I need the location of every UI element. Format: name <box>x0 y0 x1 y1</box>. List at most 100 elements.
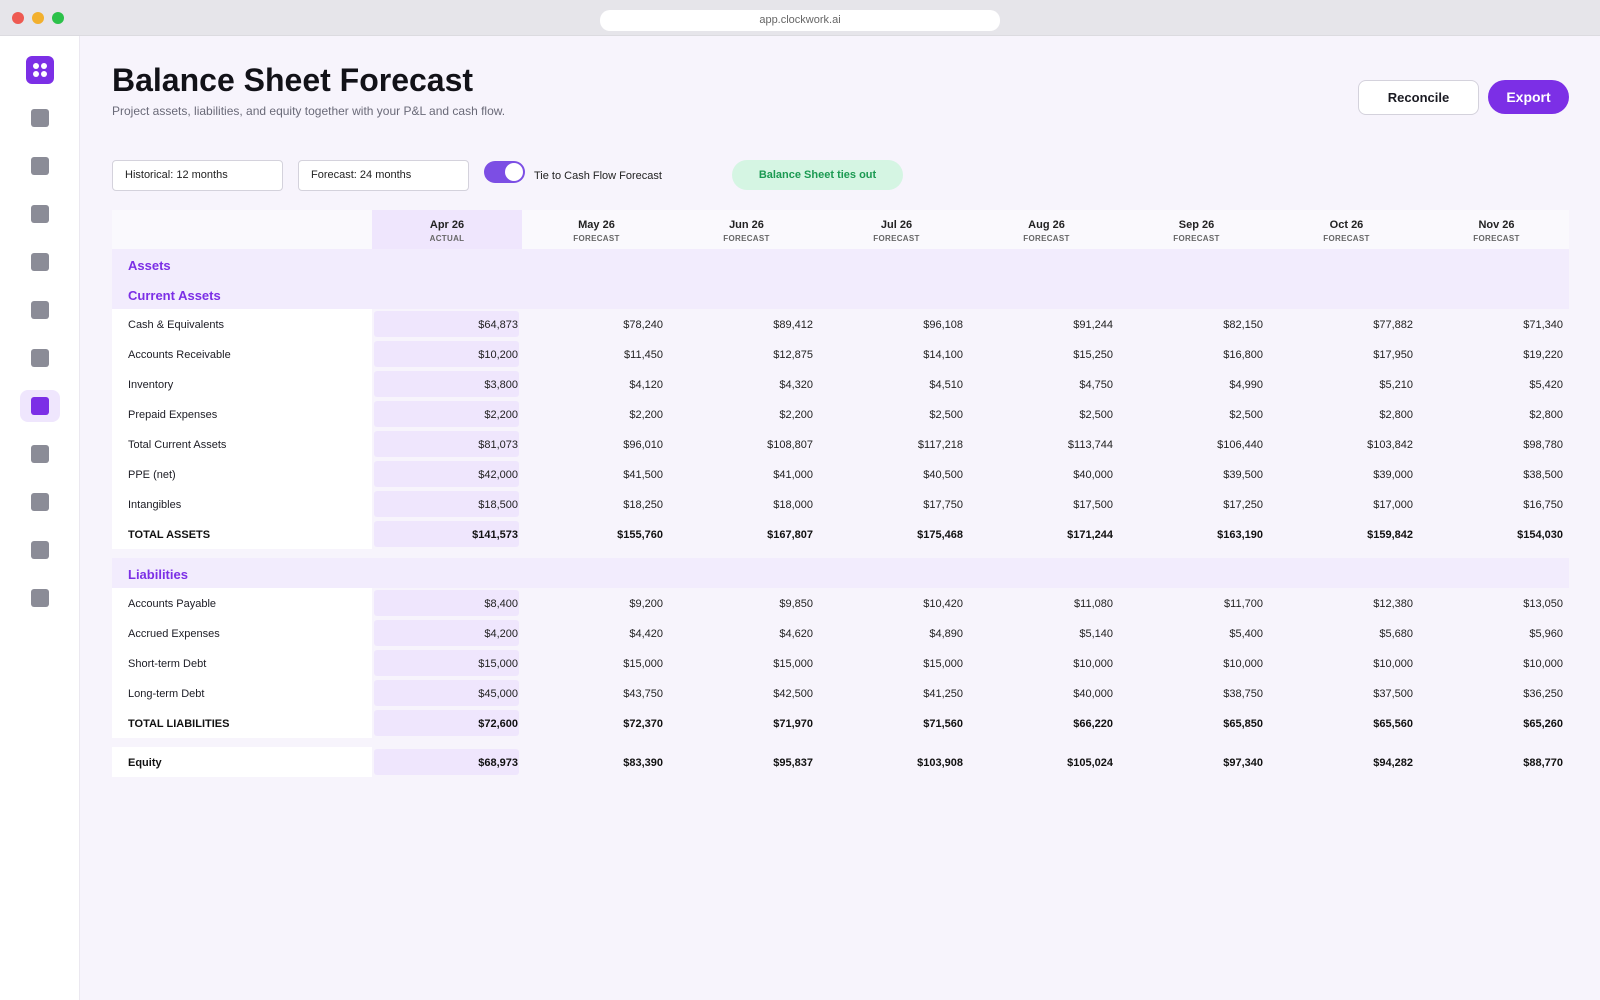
section-row-liabilities[interactable]: Liabilities <box>112 558 1569 588</box>
url-bar[interactable]: app.clockwork.ai <box>600 10 1000 31</box>
table-cell[interactable]: $15,000 <box>623 658 663 670</box>
sidebar-item-6[interactable] <box>20 342 60 374</box>
table-row[interactable]: Accounts Receivable $10,200 $11,450 $12,875… <box>112 339 1569 369</box>
table-cell[interactable]: $41,500 <box>623 469 663 481</box>
table-cell[interactable]: $11,080 <box>1074 598 1113 610</box>
table-cell[interactable]: $37,500 <box>1373 688 1413 700</box>
table-cell[interactable]: $38,750 <box>1223 688 1263 700</box>
app-logo-icon[interactable] <box>26 56 54 84</box>
table-cell[interactable]: $11,450 <box>624 349 663 361</box>
table-cell[interactable]: $154,030 <box>1517 529 1563 541</box>
table-cell[interactable]: $10,200 <box>478 349 518 361</box>
sidebar-item-4[interactable] <box>20 246 60 278</box>
table-cell[interactable]: $17,500 <box>1073 499 1113 511</box>
table-cell[interactable]: $2,500 <box>929 409 963 421</box>
table-cell[interactable]: $68,973 <box>478 757 518 769</box>
table-cell[interactable]: $2,800 <box>1529 409 1563 421</box>
table-row[interactable]: Accrued Expenses $4,200 $4,420 $4,620 $4,890… <box>112 618 1569 648</box>
table-row[interactable]: Equity $68,973 $83,390 $95,837 $103,908 $105,… <box>112 747 1569 777</box>
table-cell[interactable]: $4,120 <box>629 379 663 391</box>
table-cell[interactable]: $4,200 <box>484 628 518 640</box>
table-cell[interactable]: $106,440 <box>1217 439 1263 451</box>
table-row[interactable]: Total Current Assets $81,073 $96,010 $108,8… <box>112 429 1569 459</box>
table-row[interactable]: Long-term Debt $45,000 $43,750 $42,500 $41,2… <box>112 678 1569 708</box>
sidebar-item-8[interactable] <box>20 438 60 470</box>
table-cell[interactable]: $4,420 <box>629 628 663 640</box>
close-window-button[interactable] <box>12 12 24 24</box>
table-cell[interactable]: $19,220 <box>1523 349 1563 361</box>
column-header[interactable]: Jul 26 FORECAST <box>822 210 971 249</box>
section-row-current-assets[interactable]: Current Assets <box>112 279 1569 309</box>
table-cell[interactable]: $42,000 <box>478 469 518 481</box>
table-cell[interactable]: $10,420 <box>923 598 963 610</box>
table-cell[interactable]: $103,908 <box>917 757 963 769</box>
table-cell[interactable]: $2,200 <box>629 409 663 421</box>
table-cell[interactable]: $9,850 <box>779 598 813 610</box>
table-row[interactable]: Accounts Payable $8,400 $9,200 $9,850 $10,42… <box>112 588 1569 618</box>
table-cell[interactable]: $113,744 <box>1067 439 1113 451</box>
table-cell[interactable]: $15,250 <box>1073 349 1113 361</box>
table-cell[interactable]: $17,950 <box>1373 349 1413 361</box>
sidebar-item-5[interactable] <box>20 294 60 326</box>
table-cell[interactable]: $36,250 <box>1523 688 1563 700</box>
table-cell[interactable]: $16,750 <box>1523 499 1563 511</box>
table-cell[interactable]: $17,250 <box>1223 499 1263 511</box>
table-cell[interactable]: $4,510 <box>929 379 963 391</box>
table-cell[interactable]: $10,000 <box>1373 658 1413 670</box>
column-header[interactable]: Aug 26 FORECAST <box>972 210 1121 249</box>
table-cell[interactable]: $14,100 <box>923 349 963 361</box>
table-cell[interactable]: $42,500 <box>773 688 813 700</box>
table-cell[interactable]: $38,500 <box>1523 469 1563 481</box>
table-row[interactable]: TOTAL ASSETS $141,573 $155,760 $167,807 $175… <box>112 519 1569 549</box>
table-cell[interactable]: $89,412 <box>773 319 813 331</box>
table-cell[interactable]: $17,000 <box>1373 499 1413 511</box>
forecast-period-select[interactable]: Forecast: 24 months <box>298 160 469 191</box>
table-cell[interactable]: $39,000 <box>1373 469 1413 481</box>
table-cell[interactable]: $163,190 <box>1217 529 1263 541</box>
column-header[interactable]: Oct 26 FORECAST <box>1272 210 1421 249</box>
table-cell[interactable]: $43,750 <box>623 688 663 700</box>
table-row[interactable]: Prepaid Expenses $2,200 $2,200 $2,200 $2,500… <box>112 399 1569 429</box>
table-cell[interactable]: $41,250 <box>923 688 963 700</box>
table-cell[interactable]: $18,250 <box>623 499 663 511</box>
table-cell[interactable]: $45,000 <box>478 688 518 700</box>
table-cell[interactable]: $98,780 <box>1523 439 1563 451</box>
table-cell[interactable]: $71,560 <box>923 718 963 730</box>
table-row[interactable]: Short-term Debt $15,000 $15,000 $15,000 $15,… <box>112 648 1569 678</box>
table-cell[interactable]: $78,240 <box>623 319 663 331</box>
table-row[interactable]: Cash & Equivalents $64,873 $78,240 $89,412 $… <box>112 309 1569 339</box>
tie-cash-flow-toggle[interactable] <box>484 161 525 183</box>
table-cell[interactable]: $15,000 <box>773 658 813 670</box>
table-cell[interactable]: $72,600 <box>478 718 518 730</box>
table-cell[interactable]: $96,108 <box>923 319 963 331</box>
table-cell[interactable]: $4,890 <box>929 628 963 640</box>
table-cell[interactable]: $72,370 <box>623 718 663 730</box>
table-cell[interactable]: $155,760 <box>617 529 663 541</box>
table-row[interactable]: PPE (net) $42,000 $41,500 $41,000 $40,500 $40… <box>112 459 1569 489</box>
table-cell[interactable]: $94,282 <box>1373 757 1413 769</box>
table-cell[interactable]: $5,210 <box>1379 379 1413 391</box>
table-cell[interactable]: $65,560 <box>1373 718 1413 730</box>
table-cell[interactable]: $81,073 <box>478 439 518 451</box>
table-cell[interactable]: $4,750 <box>1079 379 1113 391</box>
table-cell[interactable]: $9,200 <box>629 598 663 610</box>
table-cell[interactable]: $167,807 <box>767 529 813 541</box>
table-cell[interactable]: $2,500 <box>1229 409 1263 421</box>
section-row-assets[interactable]: Assets <box>112 249 1569 279</box>
sidebar-item-9[interactable] <box>20 486 60 518</box>
table-cell[interactable]: $103,842 <box>1367 439 1413 451</box>
table-cell[interactable]: $10,000 <box>1223 658 1263 670</box>
table-row[interactable]: Inventory $3,800 $4,120 $4,320 $4,510 $4,750 $… <box>112 369 1569 399</box>
sidebar-item-10[interactable] <box>20 534 60 566</box>
reconcile-button[interactable]: Reconcile <box>1358 80 1479 115</box>
table-cell[interactable]: $96,010 <box>623 439 663 451</box>
sidebar-item-1[interactable] <box>20 102 60 134</box>
minimize-window-button[interactable] <box>32 12 44 24</box>
table-cell[interactable]: $10,000 <box>1523 658 1563 670</box>
table-cell[interactable]: $97,340 <box>1223 757 1263 769</box>
table-cell[interactable]: $159,842 <box>1367 529 1413 541</box>
table-cell[interactable]: $15,000 <box>478 658 518 670</box>
table-cell[interactable]: $141,573 <box>472 529 518 541</box>
table-cell[interactable]: $105,024 <box>1067 757 1113 769</box>
table-cell[interactable]: $117,218 <box>917 439 963 451</box>
